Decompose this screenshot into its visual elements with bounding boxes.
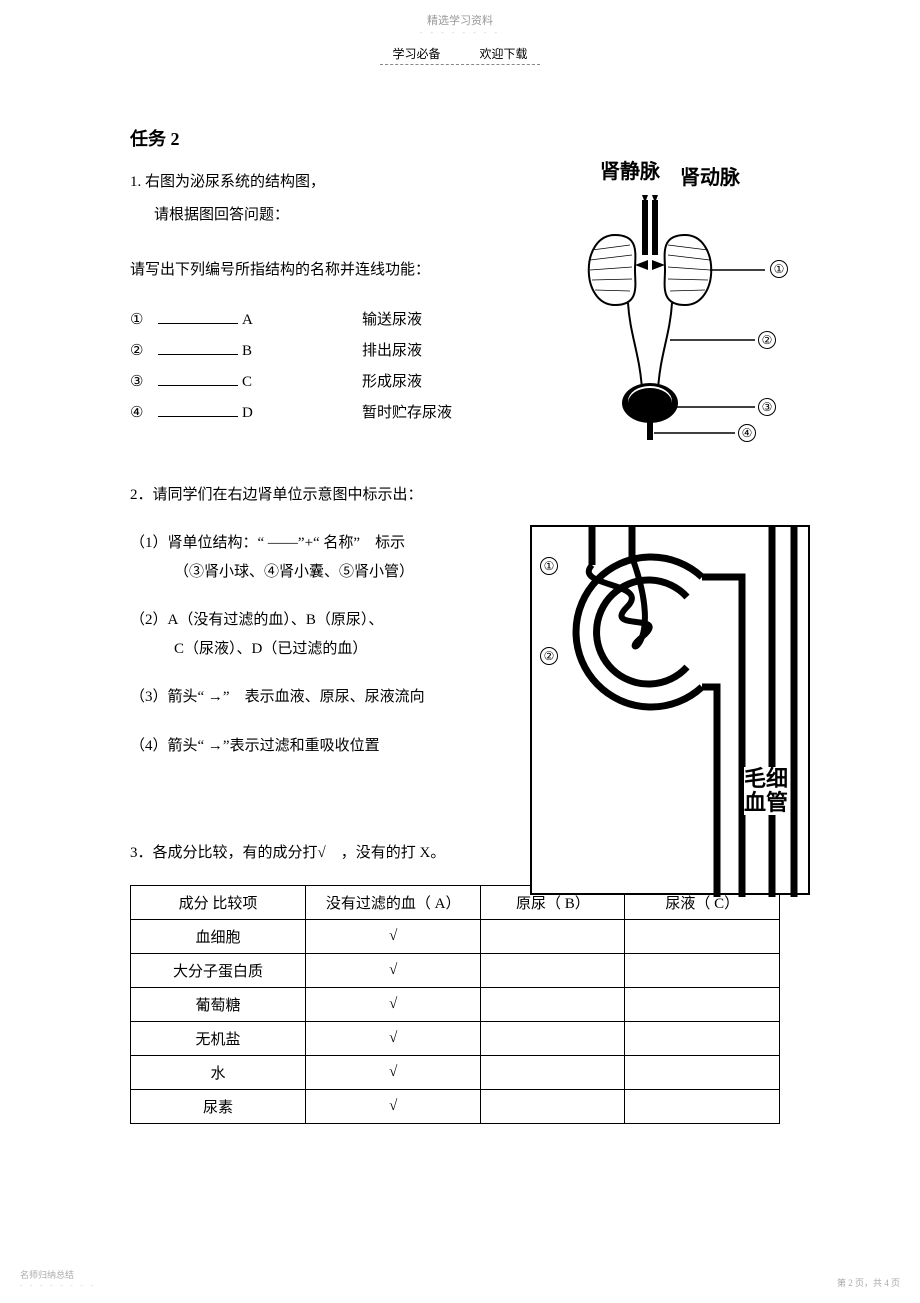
q2-i2b: C（尿液）、D（已过滤的血） [130,635,490,664]
th-blood-a: 没有过滤的血（ A） [306,886,481,920]
table-row: 尿素 √ [131,1090,780,1124]
cell-a: √ [306,1090,481,1124]
match-desc: 暂时贮存尿液 [362,401,452,422]
capillary-label: 毛细 血管 [744,767,788,815]
cell-name: 血细胞 [131,920,306,954]
nephron-svg [532,527,812,897]
table-row: 葡萄糖 √ [131,988,780,1022]
q2-i1b: （③肾小球、④肾小囊、⑤肾小管） [130,558,490,587]
match-num: ① [130,310,158,329]
fig2-mark-1: ① [540,557,558,575]
q2-item1: （1）肾单位结构：“ ——”+“ 名称” 标示 （③肾小球、④肾小囊、⑤肾小管） [130,529,490,586]
match-num: ③ [130,372,158,391]
cell-b [481,920,625,954]
fig1-mark-2: ② [758,331,776,349]
cell-b [481,954,625,988]
table-row: 无机盐 √ [131,1022,780,1056]
match-blank [158,416,238,417]
cell-name: 无机盐 [131,1022,306,1056]
task-title: 任务 2 [130,125,790,151]
match-desc: 排出尿液 [362,339,422,360]
cell-a: √ [306,1056,481,1090]
q2-i2a: （2）A（没有过滤的血）、B（原尿）、 [130,606,490,635]
fig1-mark-4: ④ [738,424,756,442]
capillary-label-b: 血管 [744,791,788,815]
cell-c [625,920,780,954]
cell-c [625,988,780,1022]
footer-left: 名师归纳总结 - - - - - - - - [20,1268,96,1289]
match-letter: A [242,312,362,329]
page-sub-header: 学习必备 欢迎下载 [0,45,920,65]
match-num: ② [130,341,158,360]
cell-b [481,988,625,1022]
cell-b [481,1022,625,1056]
sub-header-left: 学习必备 [392,47,440,61]
cell-a: √ [306,1022,481,1056]
th-component: 成分 比较项 [131,886,306,920]
comparison-table: 成分 比较项 没有过滤的血（ A） 原尿（ B） 尿液（ C） 血细胞 √ 大分… [130,885,780,1124]
footer-right: 第 2 页，共 4 页 [837,1276,900,1289]
match-desc: 输送尿液 [362,308,422,329]
cell-name: 大分子蛋白质 [131,954,306,988]
cell-name: 葡萄糖 [131,988,306,1022]
cell-c [625,1022,780,1056]
urinary-system-figure: 肾静脉 肾动脉 ① ② ③ ④ [560,155,800,455]
table-row: 血细胞 √ [131,920,780,954]
nephron-figure: ① ② 毛细 血管 [530,525,810,895]
content-area: 任务 2 1. 右图为泌尿系统的结构图， 请根据图回答问题： 请写出下列编号所指… [0,65,920,1124]
match-num: ④ [130,403,158,422]
q2-item4: （4）箭头“ →”表示过滤和重吸收位置 [130,732,490,761]
q2-block: 2．请同学们在右边肾单位示意图中标示出： （1）肾单位结构：“ ——”+“ 名称… [130,482,490,760]
renal-artery-label: 肾动脉 [680,161,740,190]
table-row: 大分子蛋白质 √ [131,954,780,988]
cell-a: √ [306,920,481,954]
match-desc: 形成尿液 [362,370,422,391]
fig2-mark-2: ② [540,647,558,665]
match-blank [158,323,238,324]
q2-lead: 2．请同学们在右边肾单位示意图中标示出： [130,482,490,509]
cell-c [625,954,780,988]
footer-left-text: 名师归纳总结 [20,1270,74,1280]
fig1-mark-3: ③ [758,398,776,416]
q2-item3: （3）箭头“ →” 表示血液、原尿、尿液流向 [130,683,490,712]
fig1-mark-1: ① [770,260,788,278]
match-blank [158,385,238,386]
footer-dash: - - - - - - - - [20,1281,96,1289]
cell-a: √ [306,988,481,1022]
top-header-text: 精选学习资料 [0,12,920,28]
cell-c [625,1090,780,1124]
cell-a: √ [306,954,481,988]
header-dash: - - - - - - - - [0,28,920,37]
cell-c [625,1056,780,1090]
q2-item2: （2）A（没有过滤的血）、B（原尿）、 C（尿液）、D（已过滤的血） [130,606,490,663]
match-letter: D [242,405,362,422]
cell-name: 尿素 [131,1090,306,1124]
renal-vein-label: 肾静脉 [600,155,660,184]
capillary-label-a: 毛细 [744,767,788,791]
sub-header-right: 欢迎下载 [480,47,528,61]
cell-b [481,1090,625,1124]
cell-name: 水 [131,1056,306,1090]
table-row: 水 √ [131,1056,780,1090]
cell-b [481,1056,625,1090]
q2-i1a: （1）肾单位结构：“ ——”+“ 名称” 标示 [130,529,490,558]
page-top-header: 精选学习资料 - - - - - - - - [0,0,920,37]
match-blank [158,354,238,355]
match-letter: C [242,374,362,391]
match-letter: B [242,343,362,360]
